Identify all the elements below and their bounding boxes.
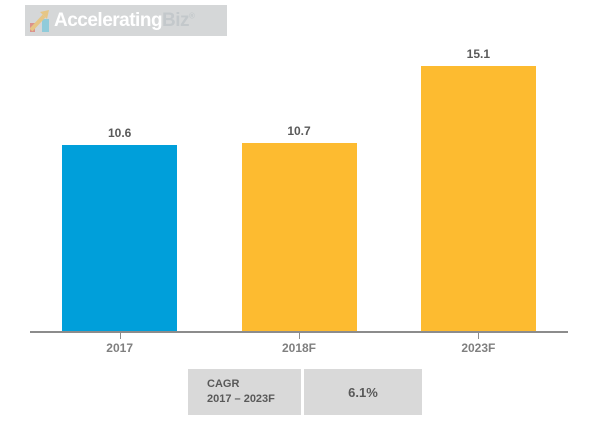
bar-2023F: 15.1 xyxy=(420,47,536,331)
bar-2018F: 10.7 xyxy=(241,124,357,331)
plot-area: 10.6 10.7 15.1 xyxy=(30,47,568,333)
registered-trademark-symbol: ® xyxy=(189,11,195,21)
logo-banner: AcceleratingBiz® xyxy=(25,5,227,36)
bar-value-label: 10.6 xyxy=(107,126,132,140)
cagr-value: 6.1% xyxy=(348,384,378,400)
x-axis-label-2018F: 2018F xyxy=(281,341,317,355)
axis-tick xyxy=(478,333,480,339)
cagr-callout: CAGR 2017 – 2023F 6.1% xyxy=(188,369,422,415)
brand-name-secondary: Biz xyxy=(162,10,190,31)
growth-chart-icon xyxy=(30,9,49,32)
axis-tick xyxy=(119,333,121,339)
brand-name: AcceleratingBiz® xyxy=(54,11,195,30)
cagr-value-box: 6.1% xyxy=(304,369,422,415)
x-axis-label-2023F: 2023F xyxy=(461,341,496,355)
cagr-label-line2: 2017 – 2023F xyxy=(207,393,275,405)
cagr-label-box: CAGR 2017 – 2023F xyxy=(188,369,301,415)
axis-tick xyxy=(299,333,300,339)
cagr-label-line1: CAGR xyxy=(207,377,240,390)
bar-2017: 10.6 xyxy=(62,126,178,331)
bar-value-label: 10.7 xyxy=(287,124,311,138)
x-axis: 2017 2018F 2023F xyxy=(30,333,568,359)
bar-value-label: 15.1 xyxy=(466,47,490,61)
x-axis-label-2017: 2017 xyxy=(106,341,133,355)
brand-name-primary: Accelerating xyxy=(54,10,163,31)
